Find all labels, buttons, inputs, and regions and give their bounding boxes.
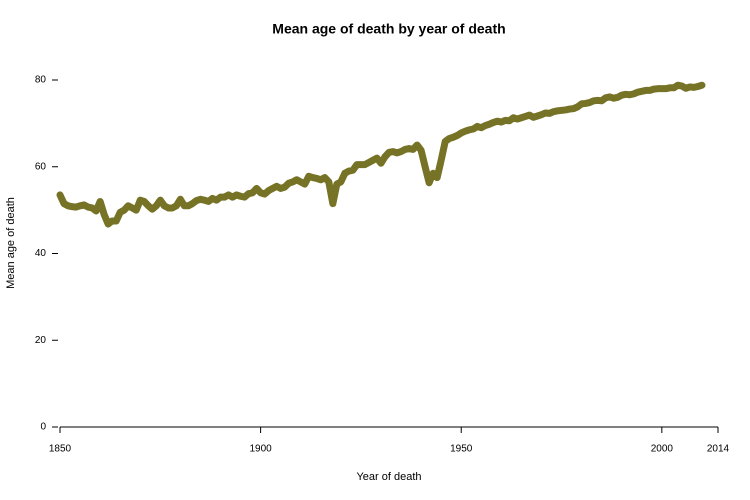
y-tick-label: 40 — [35, 248, 47, 259]
y-tick-label: 60 — [35, 161, 47, 172]
data-line — [56, 81, 706, 228]
x-axis-label: Year of death — [356, 471, 421, 483]
y-tick-label: 0 — [40, 422, 46, 433]
x-tick-label: 1850 — [49, 444, 72, 455]
x-tick-label: 2000 — [651, 444, 674, 455]
y-axis-label: Mean age of death — [5, 197, 17, 289]
y-tick-label: 80 — [35, 75, 47, 86]
y-tick-label: 20 — [35, 335, 47, 346]
x-tick-label: 1950 — [450, 444, 473, 455]
x-tick-label: 2014 — [707, 444, 730, 455]
chart-title: Mean age of death by year of death — [272, 21, 505, 37]
x-tick-label: 1900 — [249, 444, 272, 455]
